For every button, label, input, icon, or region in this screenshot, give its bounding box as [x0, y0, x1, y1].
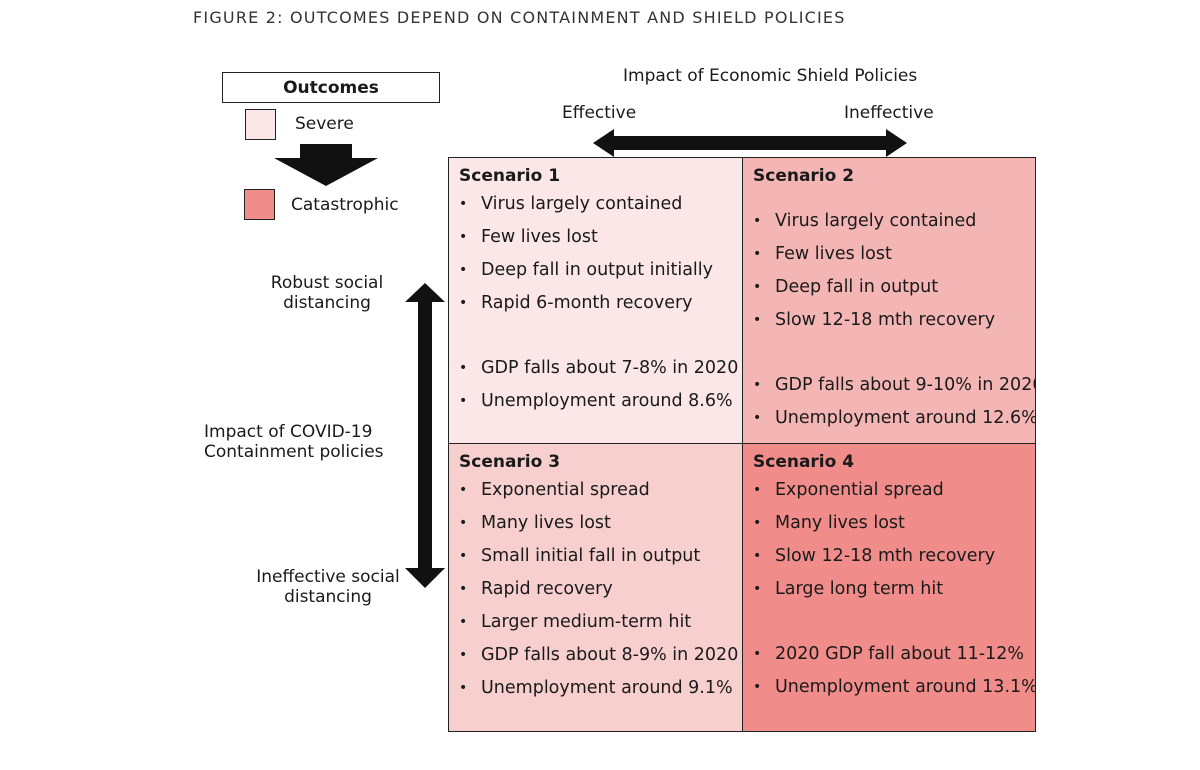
scenario-2-quadrant: Scenario 2 Virus largely contained Few l… [742, 157, 1036, 445]
scenario-bullets: Exponential spread Many lives lost Small… [459, 474, 733, 639]
scenario-stats: GDP falls about 8-9% in 2020 Unemploymen… [459, 639, 738, 705]
list-item: Unemployment around 9.1% [459, 672, 733, 705]
legend-swatch-catastrophic [244, 189, 275, 220]
vertical-axis-bottom-label-line1: Ineffective social [256, 567, 400, 587]
scenario-bullets: Exponential spread Many lives lost Slow … [753, 474, 1025, 606]
list-item: Exponential spread [753, 474, 1025, 507]
vertical-axis-top-label-line1: Robust social [270, 273, 384, 293]
list-item: Unemployment around 8.6% [459, 385, 733, 418]
list-item: GDP falls about 7-8% in 2020 [459, 352, 738, 385]
scenario-title: Scenario 2 [753, 166, 855, 186]
scenario-bullets: Virus largely contained Few lives lost D… [459, 188, 733, 320]
vertical-axis-top-label: Robust social distancing [262, 273, 392, 313]
list-item: Few lives lost [459, 221, 733, 254]
legend-title: Outcomes [222, 72, 440, 103]
legend-label-severe: Severe [295, 114, 354, 134]
legend-swatch-severe [245, 109, 276, 140]
legend-label-catastrophic: Catastrophic [291, 195, 399, 215]
scenario-stats: GDP falls about 9-10% in 2020 Unemployme… [753, 369, 1035, 435]
vertical-axis-bottom-label-line2: distancing [284, 587, 372, 607]
scenario-title: Scenario 3 [459, 452, 561, 472]
list-item: Many lives lost [459, 507, 733, 540]
scenario-title: Scenario 4 [753, 452, 855, 472]
list-item: Deep fall in output [753, 271, 1025, 304]
list-item: Exponential spread [459, 474, 733, 507]
list-item: Few lives lost [753, 238, 1025, 271]
vertical-axis-top-label-line2: distancing [283, 293, 371, 313]
horizontal-axis-title: Impact of Economic Shield Policies [623, 66, 918, 86]
list-item: GDP falls about 8-9% in 2020 [459, 639, 738, 672]
list-item: Rapid recovery [459, 573, 733, 606]
vertical-axis-title: Impact of COVID-19 Containment policies [204, 422, 384, 462]
list-item: Many lives lost [753, 507, 1025, 540]
list-item: Virus largely contained [753, 205, 1025, 238]
list-item: Unemployment around 12.6% [753, 402, 1035, 435]
horizontal-axis-right-label: Ineffective [844, 103, 934, 123]
scenario-1-quadrant: Scenario 1 Virus largely contained Few l… [448, 157, 744, 445]
list-item: Deep fall in output initially [459, 254, 733, 287]
vertical-axis-title-line1: Impact of COVID-19 [204, 422, 373, 442]
scenario-title: Scenario 1 [459, 166, 561, 186]
list-item: 2020 GDP fall about 11-12% [753, 638, 1025, 671]
list-item: Virus largely contained [459, 188, 733, 221]
scenario-4-quadrant: Scenario 4 Exponential spread Many lives… [742, 443, 1036, 732]
list-item: Slow 12-18 mth recovery [753, 304, 1025, 337]
scenario-stats: 2020 GDP fall about 11-12% Unemployment … [753, 638, 1035, 704]
vertical-axis-title-line2: Containment policies [204, 442, 384, 462]
list-item: GDP falls about 9-10% in 2020 [753, 369, 1035, 402]
list-item: Rapid 6-month recovery [459, 287, 733, 320]
list-item: Small initial fall in output [459, 540, 733, 573]
scenario-bullets: Virus largely contained Few lives lost D… [753, 205, 1025, 337]
figure-title: FIGURE 2: OUTCOMES DEPEND ON CONTAINMENT… [193, 8, 846, 27]
list-item: Slow 12-18 mth recovery [753, 540, 1025, 573]
list-item: Larger medium-term hit [459, 606, 733, 639]
scenario-3-quadrant: Scenario 3 Exponential spread Many lives… [448, 443, 744, 732]
horizontal-axis-left-label: Effective [562, 103, 637, 123]
scenario-stats: GDP falls about 7-8% in 2020 Unemploymen… [459, 352, 738, 418]
list-item: Unemployment around 13.1% [753, 671, 1035, 704]
vertical-axis-bottom-label: Ineffective social distancing [248, 567, 408, 607]
list-item: Large long term hit [753, 573, 1025, 606]
